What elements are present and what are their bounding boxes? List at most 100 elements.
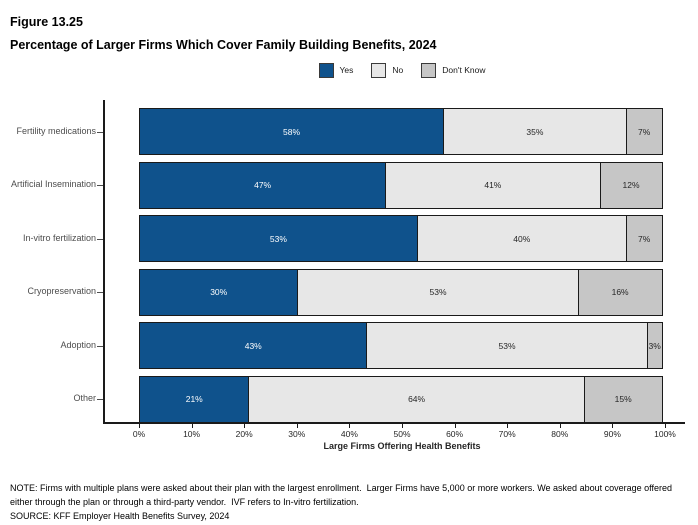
source-text: SOURCE: KFF Employer Health Benefits Sur… [10,511,230,521]
x-tick-label: 70% [498,429,516,439]
x-axis-tick [454,423,456,428]
category-label: Adoption [60,339,96,350]
bar-segment-label: 7% [638,233,651,244]
legend-label: Yes [339,65,354,75]
x-axis-tick [402,423,403,428]
legend-swatch [318,62,334,78]
bar-segment-label: 30% [210,287,228,297]
bar-segment-no: 40% [416,215,627,262]
stacked-bar: 21% 64% 15% [139,375,665,423]
x-axis-tick [665,423,666,428]
x-axis-tick [139,423,140,428]
category-label: Artificial Insemination [10,179,96,190]
x-axis-title: Large Firms Offering Health Benefits [323,441,481,451]
x-tick-label: 10% [183,429,201,439]
bar-row: Artificial Insemination 47% 41% 12% [0,161,665,209]
legend-swatch [421,62,437,78]
figure-title: Percentage of Larger Firms Which Cover F… [10,38,437,52]
legend-label: No [392,65,404,75]
bar-segment-label: 12% [622,180,640,190]
y-axis-tick [97,238,103,240]
bar-segment-don-t-know: 7% [625,215,663,262]
x-tick-label: 90% [603,429,621,439]
bar-segment-label: 15% [614,394,632,404]
bar-segment-label: 16% [611,287,629,297]
x-tick-label: 100% [654,429,676,439]
bar-segment-yes: 30% [139,268,299,316]
bar-segment-don-t-know: 15% [583,375,663,423]
bar-segment-no: 64% [248,375,585,423]
bar-row: Adoption 43% 53% 3% [0,322,665,369]
bar-row: Fertility medications 58% 35% 7% [0,108,665,155]
note-text: NOTE: Firms with multiple plans were ask… [10,483,675,507]
stacked-bar-chart: Fertility medications 58% 35% 7% Artificial … [0,100,685,451]
category-label: In-vitro fertilization [22,232,96,243]
bar-row: In-vitro fertilization 53% 40% 7% [0,215,665,262]
x-axis-tick [296,423,298,428]
bar-segment-no: 41% [385,161,601,209]
stacked-bar: 53% 40% 7% [139,215,665,262]
y-axis-tick [97,292,103,293]
bar-segment-label: 47% [254,180,272,190]
x-tick-label: 0% [132,429,146,439]
bar-segment-yes: 58% [139,108,445,155]
bar-segment-yes: 53% [139,215,418,262]
y-axis-line [103,100,105,423]
x-axis-tick [559,423,561,428]
bar-segment-label: 3% [648,340,661,351]
bar-segment-don-t-know: 12% [599,161,663,209]
category-label: Cryopreservation [27,286,96,297]
bar-segment-label: 53% [498,340,516,351]
y-axis-tick [97,345,103,347]
x-axis-line [103,422,685,424]
legend-swatch [371,62,387,78]
bar-segment-no: 53% [297,268,579,316]
bar-segment-label: 35% [526,126,544,137]
y-axis-tick [97,399,103,400]
x-tick-label: 60% [446,429,464,439]
bar-segment-label: 53% [269,233,287,244]
bar-segment-don-t-know: 16% [577,268,663,316]
bar-segment-yes: 47% [139,161,387,209]
legend-item: Don't Know [421,62,486,78]
x-tick-label: 30% [288,429,306,439]
x-axis-tick [507,423,509,428]
x-axis-tick [244,423,246,428]
y-axis-tick [97,131,103,133]
chart-legend: Yes No Don't Know [139,61,665,79]
bar-segment-label: 53% [429,287,447,297]
bar-segment-label: 58% [283,126,301,137]
bar-segment-label: 43% [244,340,262,351]
bar-segment-no: 35% [442,108,627,155]
bar-row: Other 21% 64% 15% [0,375,665,423]
y-axis-tick [97,185,103,186]
bar-segment-don-t-know: 7% [625,108,663,155]
stacked-bar: 43% 53% 3% [139,322,665,369]
x-tick-label: 80% [551,429,569,439]
bar-segment-yes: 21% [139,375,250,423]
bar-row: Cryopreservation 30% 53% 16% [0,268,665,316]
bar-segment-label: 64% [408,394,426,404]
bar-segment-no: 53% [366,322,648,369]
category-label: Other [73,393,96,404]
legend-item: Yes [318,62,354,78]
x-axis-tick [349,423,351,428]
category-label: Fertility medications [16,125,96,136]
stacked-bar: 58% 35% 7% [139,108,665,155]
stacked-bar: 30% 53% 16% [139,268,665,316]
bar-segment-don-t-know: 3% [646,322,663,369]
legend-item: No [371,62,404,78]
x-axis-tick [191,423,193,428]
figure-number: Figure 13.25 [10,15,83,29]
x-axis-tick [612,423,614,428]
bar-segment-label: 21% [185,394,203,404]
bar-segment-label: 40% [513,233,531,244]
stacked-bar: 47% 41% 12% [139,161,665,209]
x-tick-label: 20% [235,429,253,439]
x-tick-label: 40% [340,429,358,439]
x-tick-label: 50% [393,429,411,439]
bar-segment-label: 7% [638,126,651,137]
bar-segment-yes: 43% [139,322,368,369]
legend-label: Don't Know [442,65,486,75]
